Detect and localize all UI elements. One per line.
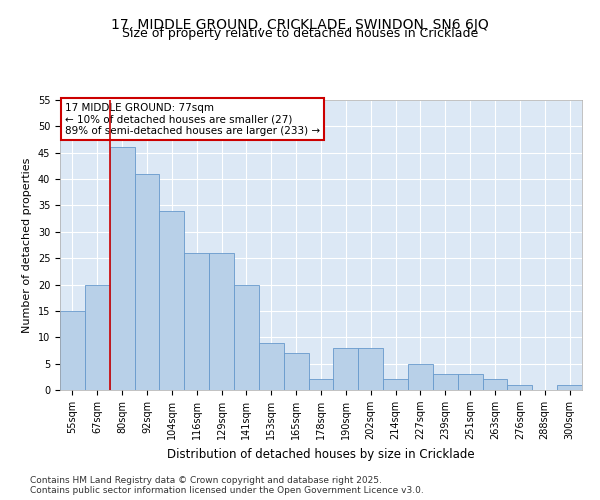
Bar [134,174,160,390]
Bar [508,384,532,390]
Bar [408,364,433,390]
Bar [60,311,85,390]
X-axis label: Distribution of detached houses by size in Cricklade: Distribution of detached houses by size … [167,448,475,460]
Bar [85,284,110,390]
Bar [557,384,582,390]
Bar [209,253,234,390]
Bar [234,284,259,390]
Text: Size of property relative to detached houses in Cricklade: Size of property relative to detached ho… [122,28,478,40]
Bar [334,348,358,390]
Bar [358,348,383,390]
Bar [383,380,408,390]
Bar [458,374,482,390]
Bar [433,374,458,390]
Bar [308,380,334,390]
Bar [184,253,209,390]
Bar [110,148,134,390]
Bar [259,342,284,390]
Bar [160,210,184,390]
Bar [284,353,308,390]
Text: 17, MIDDLE GROUND, CRICKLADE, SWINDON, SN6 6JQ: 17, MIDDLE GROUND, CRICKLADE, SWINDON, S… [111,18,489,32]
Y-axis label: Number of detached properties: Number of detached properties [22,158,32,332]
Bar [482,380,508,390]
Text: Contains HM Land Registry data © Crown copyright and database right 2025.
Contai: Contains HM Land Registry data © Crown c… [30,476,424,495]
Text: 17 MIDDLE GROUND: 77sqm
← 10% of detached houses are smaller (27)
89% of semi-de: 17 MIDDLE GROUND: 77sqm ← 10% of detache… [65,102,320,136]
